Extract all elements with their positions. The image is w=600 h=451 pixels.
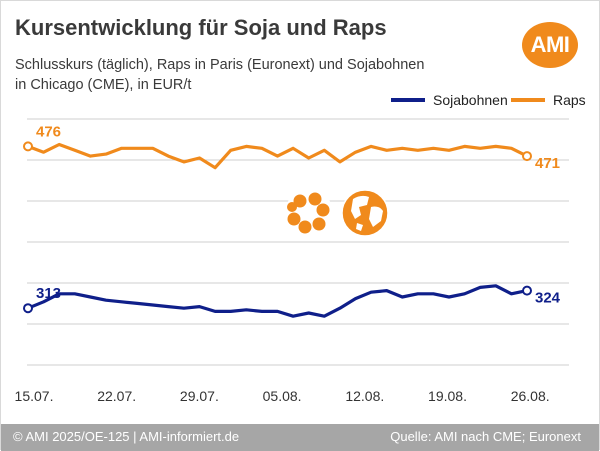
decor-icons — [285, 189, 388, 237]
footer-copyright: © AMI 2025/OE-125 | AMI-informiert.de — [13, 429, 239, 444]
globe-icon — [342, 190, 388, 236]
x-tick-label: 12.08. — [345, 388, 384, 404]
series-line-raps — [28, 145, 527, 168]
x-tick-label: 26.08. — [511, 388, 550, 404]
series-line-sojabohnen — [28, 286, 527, 316]
footer-bar: © AMI 2025/OE-125 | AMI-informiert.de Qu… — [1, 424, 599, 451]
start-marker — [24, 304, 32, 312]
x-axis: 15.07. 22.07. 29.07. 05.08. 12.08. 19.08. 26.0… — [15, 388, 550, 404]
start-value-label: 476 — [36, 123, 61, 140]
x-tick-label: 05.08. — [263, 388, 302, 404]
end-marker — [523, 152, 531, 160]
start-marker — [24, 142, 32, 150]
x-tick-label: 15.07. — [15, 388, 54, 404]
start-value-label: 313 — [36, 285, 61, 302]
end-marker — [523, 287, 531, 295]
flower-icon — [285, 189, 333, 237]
x-tick-label: 22.07. — [97, 388, 136, 404]
end-value-label: 324 — [535, 290, 561, 307]
x-tick-label: 19.08. — [428, 388, 467, 404]
line-chart: 313 324 476 471 15.07. 22.07. 29.07. 05.08. 12.… — [1, 1, 600, 424]
footer-source: Quelle: AMI nach CME; Euronext — [390, 429, 581, 444]
x-tick-label: 29.07. — [180, 388, 219, 404]
grid — [27, 119, 569, 365]
end-value-label: 471 — [535, 155, 560, 172]
